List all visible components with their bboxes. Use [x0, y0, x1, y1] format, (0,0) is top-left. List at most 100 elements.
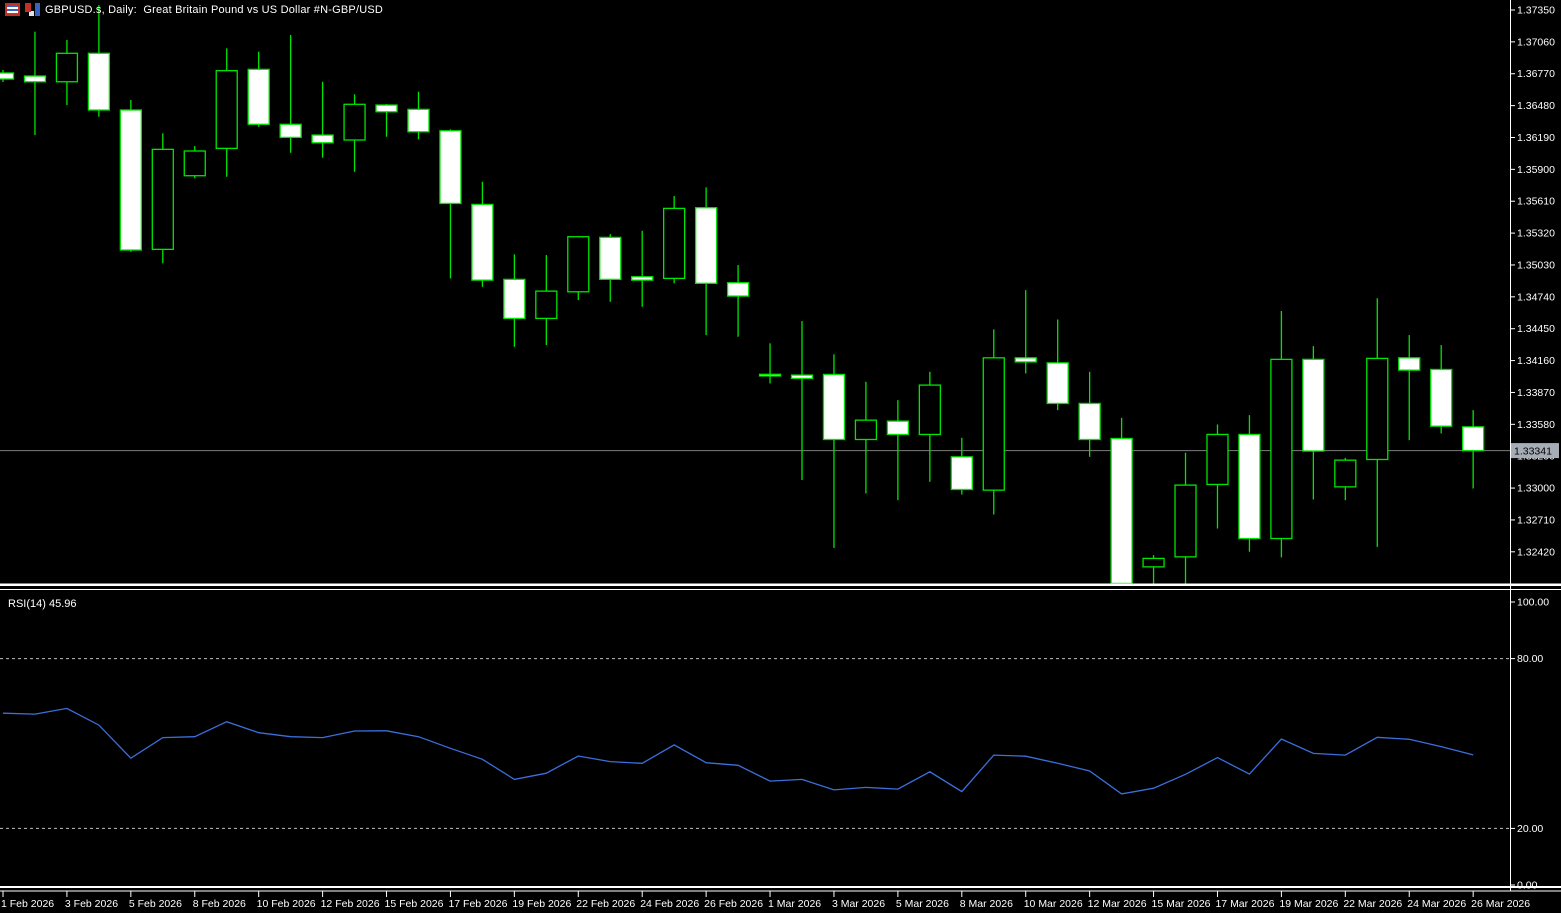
candle-body-down — [503, 278, 526, 320]
current-price-tag-label: 1.33341 — [1514, 446, 1552, 458]
candle-body-down — [694, 207, 718, 284]
candle-body-up — [1334, 459, 1357, 488]
date-axis-label: 24 Feb 2026 — [640, 898, 699, 910]
candle-body-down — [23, 75, 47, 83]
candle — [1206, 424, 1229, 529]
rsi-indicator-label: RSI(14) 45.96 — [8, 598, 77, 610]
candle — [1110, 417, 1133, 586]
candle-body-down — [758, 373, 782, 377]
candle — [1430, 345, 1453, 434]
candle-body-up — [215, 70, 238, 150]
chart-title-bar: GBPUSD.s, Daily: Great Britain Pound vs … — [5, 3, 383, 16]
candle-body-up — [151, 148, 174, 251]
candle-body-down — [1238, 433, 1261, 540]
price-axis-label: 1.37350 — [1517, 5, 1555, 17]
candle-body-down — [0, 72, 15, 80]
rsi-line — [2, 707, 1474, 795]
candle — [151, 133, 174, 264]
date-axis-label: 22 Feb 2026 — [576, 898, 635, 910]
rsi-axis-label: 80.00 — [1517, 653, 1543, 665]
candle — [694, 187, 718, 336]
candle — [1142, 555, 1165, 586]
date-axis-label: 8 Feb 2026 — [193, 898, 246, 910]
date-axis-label: 3 Feb 2026 — [65, 898, 118, 910]
candle — [407, 91, 430, 140]
candle-body-down — [279, 123, 302, 139]
candle — [567, 236, 590, 301]
date-axis-label: 24 Mar 2026 — [1407, 898, 1466, 910]
candle-body-down — [790, 374, 814, 380]
date-axis-label: 5 Feb 2026 — [129, 898, 182, 910]
date-axis-label: 26 Mar 2026 — [1471, 898, 1530, 910]
candle-body-down — [407, 108, 430, 133]
candle — [0, 70, 15, 82]
chart-title: GBPUSD.s, Daily: Great Britain Pound vs … — [45, 3, 384, 16]
candle-body-up — [982, 357, 1005, 491]
price-axis-label: 1.35030 — [1517, 259, 1555, 271]
rsi-axis-label: 0.00 — [1517, 880, 1538, 892]
candle — [726, 265, 750, 337]
candle — [535, 255, 558, 346]
candle-body-up — [1206, 433, 1229, 486]
date-axis-separator-thin — [0, 890, 1561, 892]
candle — [918, 371, 941, 482]
date-axis-label: 12 Feb 2026 — [321, 898, 380, 910]
candle — [375, 104, 398, 137]
candle-body-up — [1270, 358, 1293, 540]
candle — [215, 48, 238, 177]
candle-body-down — [1014, 357, 1037, 363]
price-axis-label: 1.33000 — [1517, 483, 1555, 495]
candle-body-up — [183, 150, 206, 177]
price-axis-label: 1.35610 — [1517, 196, 1555, 208]
candle — [1270, 311, 1293, 558]
date-axis-label: 17 Feb 2026 — [448, 898, 507, 910]
candle — [1334, 457, 1357, 501]
candle — [663, 196, 686, 284]
candle — [790, 321, 814, 481]
candle — [1398, 335, 1421, 441]
candle-body-down — [1462, 426, 1485, 452]
candle — [950, 437, 973, 495]
candle-body-up — [1174, 484, 1197, 558]
candle — [23, 31, 47, 136]
candle-body-up — [535, 290, 558, 320]
price-axis-label: 1.36190 — [1517, 132, 1555, 144]
price-axis-label: 1.34450 — [1517, 323, 1555, 335]
candle — [247, 51, 270, 127]
price-axis-label: 1.34740 — [1517, 291, 1555, 303]
candle — [886, 400, 910, 501]
candle-body-up — [1366, 357, 1389, 461]
candle — [87, 5, 111, 117]
candle — [1462, 410, 1485, 489]
candle — [1078, 371, 1101, 457]
date-axis-label: 1 Mar 2026 — [768, 898, 821, 910]
candle — [1174, 452, 1197, 586]
date-axis-label: 15 Feb 2026 — [385, 898, 444, 910]
date-axis-label: 15 Mar 2026 — [1152, 898, 1211, 910]
candle-body-down — [375, 104, 398, 113]
price-axis-label: 1.35900 — [1517, 164, 1555, 176]
date-axis-label: 10 Feb 2026 — [257, 898, 316, 910]
candle-body-down — [726, 282, 750, 297]
candle — [503, 254, 526, 347]
bar-chart-icon — [25, 3, 40, 16]
quotes-list-icon — [5, 3, 20, 16]
price-axis-label: 1.32420 — [1517, 546, 1555, 558]
price-axis-label: 1.32710 — [1517, 514, 1555, 526]
date-axis-label: 5 Mar 2026 — [896, 898, 949, 910]
date-axis-label: 8 Mar 2026 — [960, 898, 1013, 910]
candle — [1046, 319, 1069, 411]
candle-body-down — [1078, 402, 1101, 441]
candle-body-down — [119, 109, 142, 251]
main-panel-separator[interactable] — [0, 583, 1561, 587]
candle-body-down — [1398, 357, 1421, 371]
price-axis-label: 1.33580 — [1517, 419, 1555, 431]
candle-body-down — [87, 52, 111, 111]
current-price-tag — [1511, 443, 1559, 459]
candle — [982, 329, 1005, 515]
date-axis-label: 3 Mar 2026 — [832, 898, 885, 910]
candle-body-up — [1142, 557, 1165, 568]
price-axis-label: 1.36770 — [1517, 68, 1555, 80]
